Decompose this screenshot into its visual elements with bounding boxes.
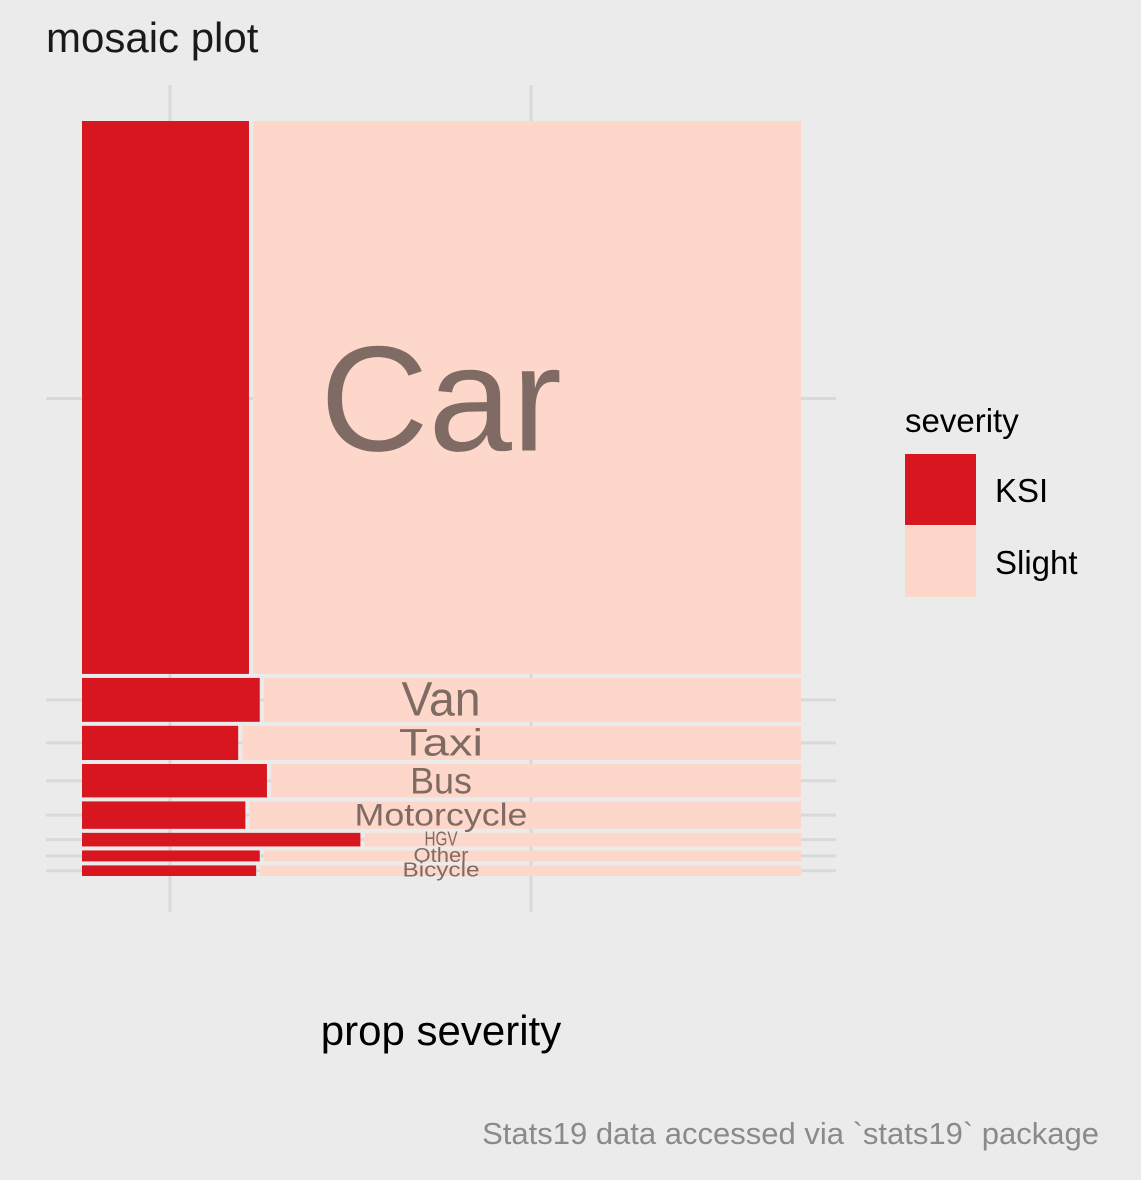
category-label-other: Other	[414, 845, 469, 867]
tile-ksi-bus	[82, 763, 267, 798]
legend: severity KSI Slight	[905, 402, 1078, 597]
tile-slight-hgv	[364, 832, 801, 847]
tile-slight-van	[263, 677, 801, 722]
category-label-van: Van	[401, 673, 480, 726]
tile-slight-other	[263, 850, 801, 862]
tile-ksi-motorcycle	[82, 801, 246, 829]
legend-label-ksi: KSI	[995, 472, 1048, 509]
category-label-taxi: Taxi	[399, 721, 483, 764]
chart-title: mosaic plot	[46, 14, 259, 61]
tile-ksi-taxi	[82, 725, 239, 760]
category-label-motorcycle: Motorcycle	[355, 798, 528, 833]
category-label-bicycle: Bicycle	[403, 860, 480, 882]
category-label-bus: Bus	[410, 760, 472, 802]
tile-ksi-hgv	[82, 832, 361, 847]
legend-title: severity	[905, 402, 1019, 439]
tile-slight-taxi	[242, 725, 801, 760]
x-axis-label: prop severity	[321, 1007, 561, 1054]
mosaic-tiles	[82, 121, 802, 876]
tile-ksi-other	[82, 850, 260, 862]
tile-ksi-bicycle	[82, 865, 257, 876]
tile-ksi-van	[82, 677, 260, 722]
tile-ksi-car	[82, 121, 249, 674]
legend-swatch-ksi	[905, 454, 976, 525]
legend-label-slight: Slight	[995, 544, 1078, 581]
legend-swatch-slight	[905, 526, 976, 597]
tile-slight-bus	[270, 763, 801, 798]
category-label-hgv: HGV	[425, 829, 458, 851]
tile-slight-car	[252, 121, 802, 674]
caption: Stats19 data accessed via `stats19` pack…	[482, 1116, 1099, 1151]
category-label-car: Car	[320, 314, 562, 482]
tile-slight-motorcycle	[249, 801, 801, 829]
tile-slight-bicycle	[260, 865, 801, 876]
